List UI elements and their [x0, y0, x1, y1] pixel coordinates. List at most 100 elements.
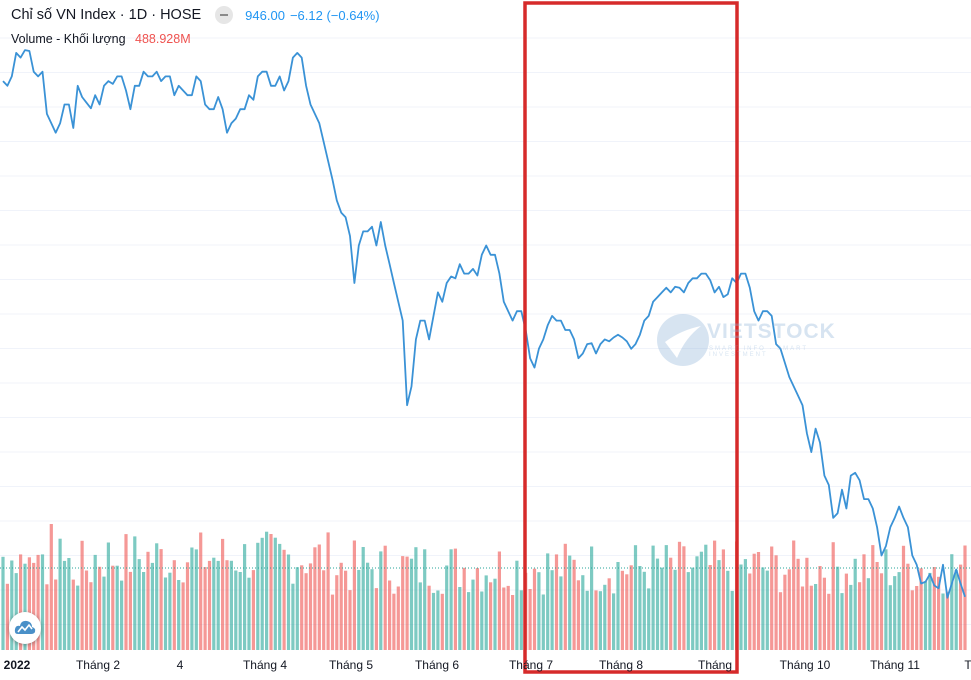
- volume-bar: [243, 544, 247, 650]
- volume-bar: [379, 551, 383, 650]
- volume-bar: [295, 567, 299, 650]
- volume-bar: [783, 574, 787, 650]
- volume-bar: [800, 586, 805, 650]
- x-tick-label: T: [964, 658, 971, 672]
- volume-bar: [370, 569, 374, 650]
- volume-bar: [199, 532, 203, 650]
- volume-bar: [954, 569, 958, 650]
- volume-bar: [616, 562, 620, 650]
- volume-bar: [519, 590, 523, 650]
- volume-bar: [14, 573, 18, 650]
- volume-bar: [286, 554, 291, 650]
- volume-bar: [484, 575, 488, 650]
- volume-bar: [396, 586, 400, 650]
- volume-bar: [932, 567, 936, 650]
- volume-bar: [787, 569, 791, 650]
- volume-bar: [212, 557, 216, 650]
- volume-bar: [260, 537, 264, 650]
- volume-bar: [625, 574, 629, 650]
- volume-bar: [344, 570, 348, 650]
- volume-bar: [677, 541, 682, 650]
- volume-legend: Volume - Khối lượng 488.928M: [11, 32, 191, 46]
- volume-bar: [950, 554, 954, 650]
- volume-bar: [537, 572, 541, 650]
- volume-bar: [330, 594, 335, 650]
- volume-label[interactable]: Volume - Khối lượng: [11, 32, 126, 46]
- volume-bar: [576, 580, 580, 650]
- volume-bar: [585, 590, 589, 650]
- volume-bar: [765, 570, 769, 650]
- volume-bar: [721, 549, 725, 650]
- x-tick-label: Tháng 10: [780, 658, 831, 672]
- volume-bar: [959, 564, 963, 650]
- volume-bar: [436, 590, 440, 650]
- volume-bar: [247, 577, 251, 650]
- volume-bar: [36, 554, 40, 650]
- volume-bar: [502, 587, 506, 650]
- volume-bar: [54, 579, 58, 650]
- volume-bar: [559, 576, 563, 650]
- volume-bar: [879, 573, 884, 650]
- volume-bar: [106, 542, 110, 650]
- volume-bar: [853, 558, 857, 650]
- volume-bar: [651, 545, 655, 650]
- x-tick-label: Tháng 11: [870, 658, 920, 672]
- volume-bar: [440, 593, 444, 650]
- volume-bar: [361, 547, 365, 650]
- volume-bar: [695, 556, 699, 650]
- volume-bar: [234, 570, 238, 650]
- volume-bar: [225, 560, 229, 650]
- volume-bar: [594, 590, 598, 650]
- x-tick-label: Tháng 7: [509, 658, 553, 672]
- volume-bar: [756, 552, 761, 650]
- volume-bar: [493, 578, 497, 650]
- volume-bar: [423, 549, 427, 650]
- volume-bar: [511, 595, 515, 650]
- volume-bar: [844, 573, 848, 650]
- volume-bar: [752, 553, 756, 650]
- volume-bar: [915, 586, 919, 650]
- volume-bar: [598, 591, 602, 650]
- volume-bar: [181, 582, 185, 650]
- volume-bar: [818, 566, 822, 650]
- volume-bar: [194, 549, 198, 650]
- vietstock-watermark: VIETSTOCK SMART INFO · SMART INVESTMENT: [655, 310, 835, 370]
- volume-bar: [278, 543, 282, 650]
- volume-bar: [71, 579, 75, 650]
- volume-bar: [796, 558, 800, 650]
- volume-bar: [405, 556, 409, 650]
- volume-bar: [945, 591, 949, 650]
- volume-bar: [326, 532, 330, 650]
- watermark-subtext: SMART INFO · SMART INVESTMENT: [709, 346, 808, 358]
- volume-bar: [265, 531, 269, 650]
- volume-bar: [32, 562, 36, 650]
- volume-bar: [49, 524, 53, 650]
- volume-bar: [335, 575, 339, 650]
- volume-bar: [730, 590, 734, 650]
- price-change: −6.12 (−0.64%): [289, 7, 380, 23]
- tradingview-logo-button[interactable]: [9, 612, 41, 644]
- volume-bar: [910, 590, 914, 650]
- hide-series-icon[interactable]: [215, 6, 234, 24]
- volume-bar: [291, 583, 295, 650]
- highlight-box: [523, 1, 739, 674]
- volume-bar: [159, 549, 163, 650]
- price-line: [2, 49, 966, 599]
- volume-bar: [699, 551, 703, 650]
- volume-bar: [388, 580, 392, 650]
- symbol-title[interactable]: Chỉ số VN Index · 1D · HOSE: [11, 7, 202, 23]
- volume-bar: [682, 546, 686, 650]
- volume-bar: [190, 547, 194, 650]
- volume-bar: [431, 592, 436, 650]
- volume-bar: [449, 549, 453, 650]
- volume-bar: [229, 560, 233, 650]
- volume-bar: [471, 579, 475, 650]
- volume-bar: [453, 548, 457, 650]
- volume-bar: [708, 565, 712, 650]
- volume-bar: [563, 543, 567, 650]
- volume-bar: [669, 557, 673, 650]
- volume-bar: [704, 544, 708, 650]
- volume-bar: [858, 582, 862, 650]
